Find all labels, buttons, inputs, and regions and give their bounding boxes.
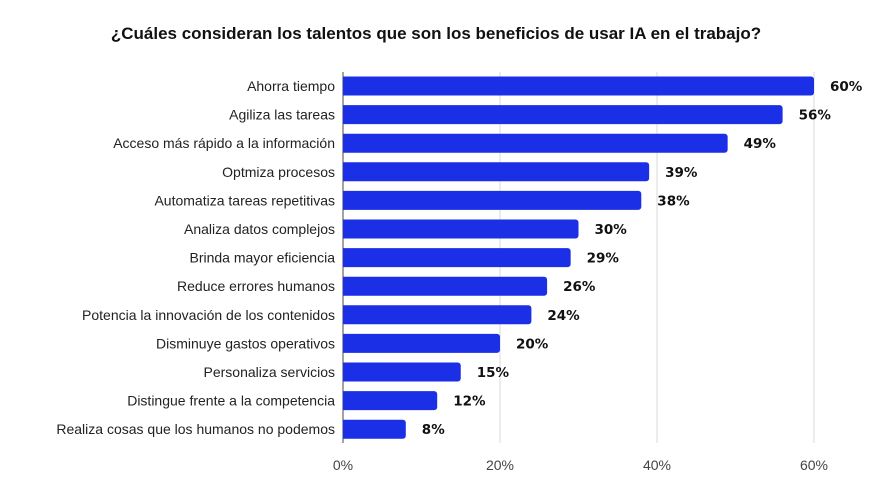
category-label: Reduce errores humanos [177, 278, 335, 294]
bar [343, 419, 406, 439]
chart-title: ¿Cuáles consideran los talentos que son … [111, 24, 761, 43]
category-label: Potencia la innovación de los contenidos [82, 307, 335, 323]
data-label: 26% [563, 279, 596, 295]
category-label: Optmiza procesos [222, 164, 335, 180]
data-label: 60% [830, 79, 863, 95]
bar [343, 76, 814, 96]
data-label: 12% [453, 394, 486, 410]
bar [343, 333, 500, 353]
bar [343, 362, 461, 382]
category-label: Analiza datos complejos [184, 221, 335, 237]
bar [343, 162, 650, 182]
category-label: Realiza cosas que los humanos no podemos [56, 421, 335, 437]
category-label: Distingue frente a la competencia [127, 393, 335, 409]
category-label: Agiliza las tareas [229, 107, 335, 123]
category-label: Personaliza servicios [204, 364, 336, 380]
data-label: 15% [477, 365, 510, 381]
bar [343, 190, 642, 210]
data-label: 24% [547, 308, 580, 324]
bar [343, 248, 571, 268]
category-label: Brinda mayor eficiencia [189, 250, 335, 266]
data-label: 8% [422, 422, 445, 438]
bar [343, 305, 532, 325]
bar [342, 105, 783, 125]
data-label: 38% [657, 193, 690, 209]
bar [343, 391, 438, 411]
data-label: 29% [587, 251, 620, 267]
x-tick-label: 40% [643, 457, 671, 473]
bar [342, 276, 548, 296]
data-label: 39% [665, 165, 698, 181]
data-label: 20% [516, 336, 549, 352]
category-label: Ahorra tiempo [247, 78, 335, 94]
category-label: Disminuye gastos operativos [156, 335, 335, 351]
category-label: Acceso más rápido a la información [113, 135, 335, 151]
x-tick-label: 0% [333, 457, 353, 473]
category-label: Automatiza tareas repetitivas [154, 192, 335, 208]
x-tick-label: 60% [800, 457, 828, 473]
data-label: 30% [595, 222, 628, 238]
bar [343, 219, 579, 239]
data-label: 49% [744, 136, 777, 152]
bar [343, 133, 728, 153]
data-label: 56% [799, 108, 832, 124]
x-tick-label: 20% [486, 457, 514, 473]
